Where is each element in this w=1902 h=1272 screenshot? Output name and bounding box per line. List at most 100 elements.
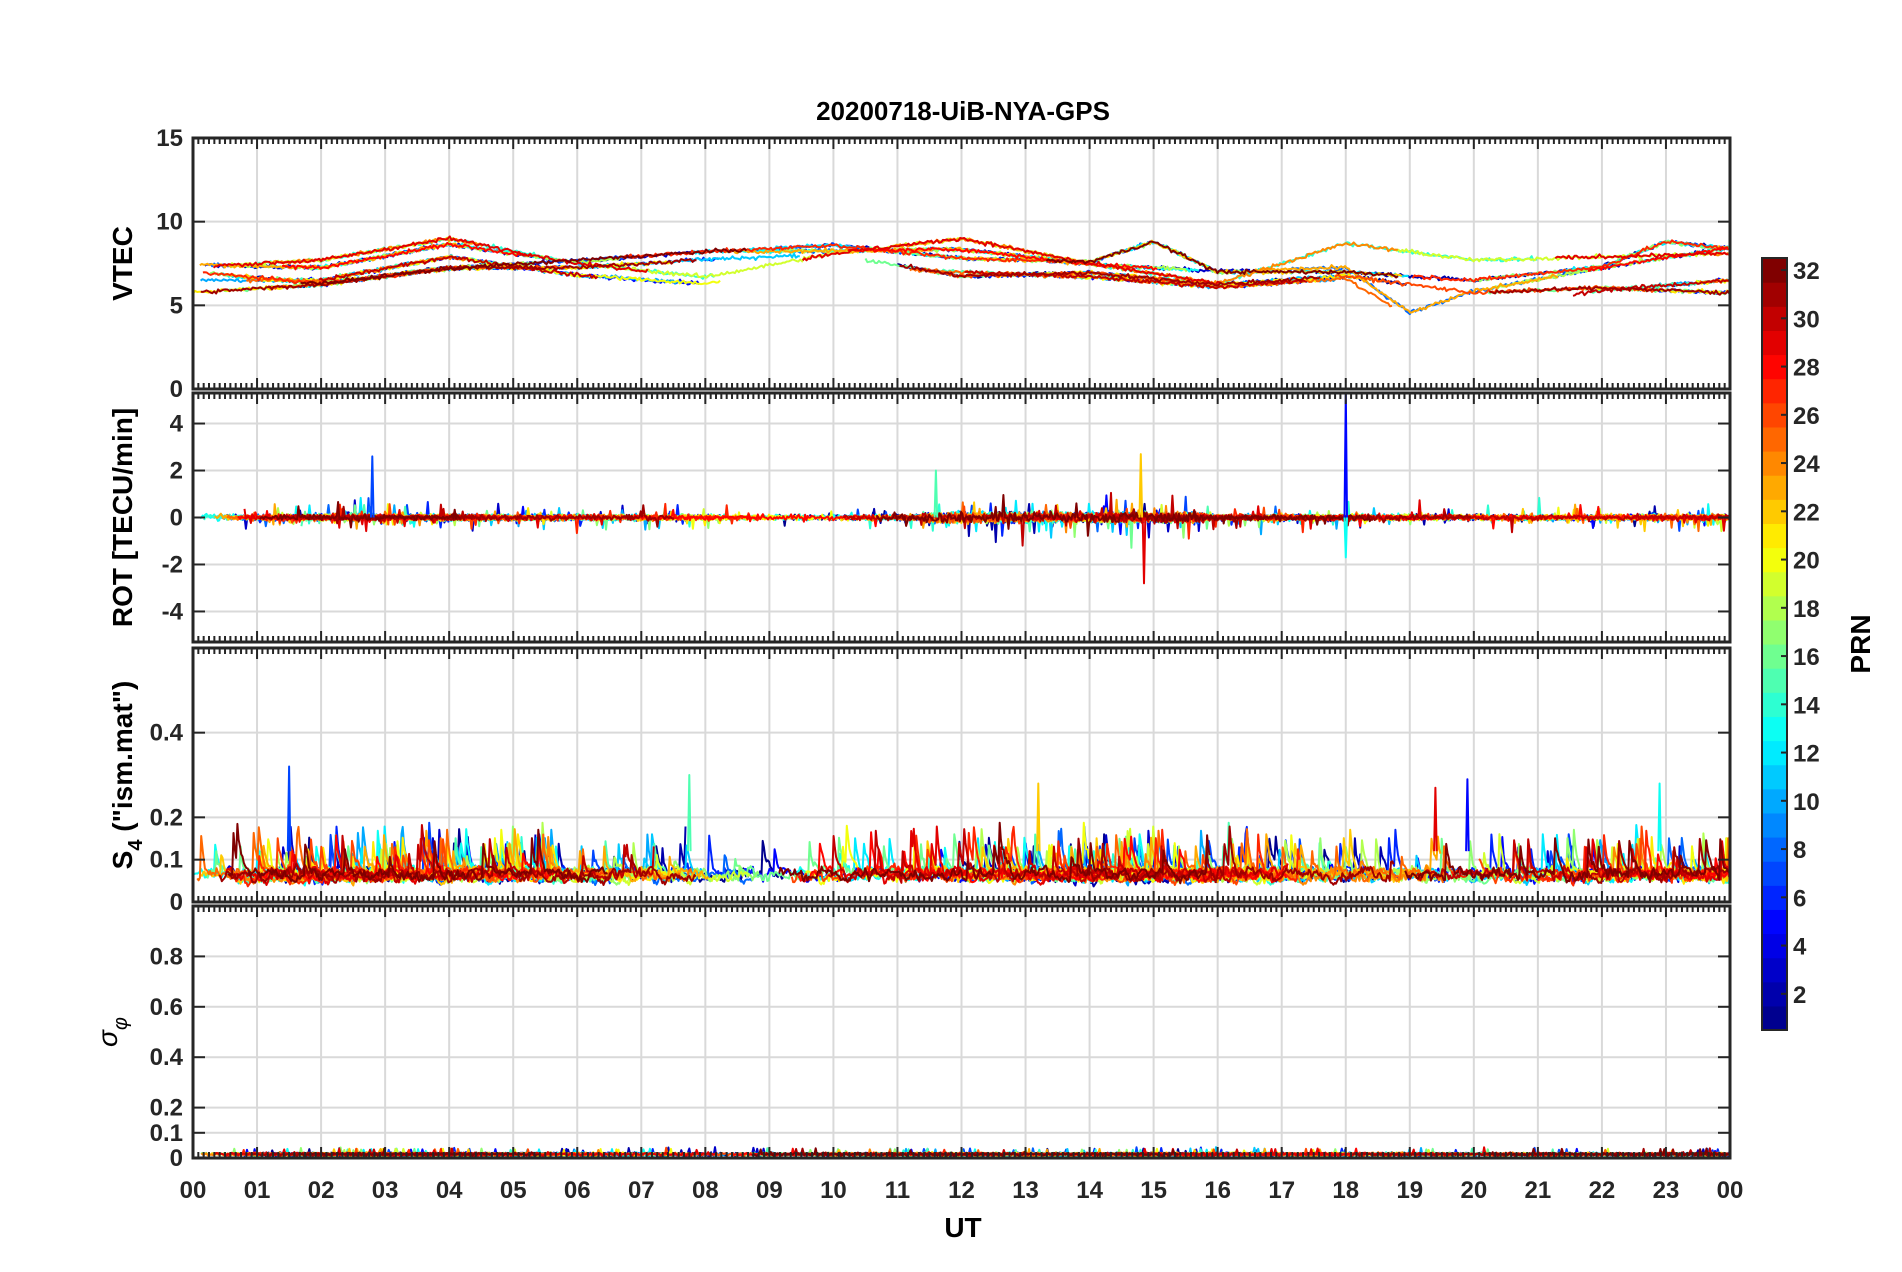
series-line xyxy=(629,508,879,528)
series-line xyxy=(259,501,461,529)
colorbar-frame xyxy=(1761,257,1788,1031)
colorbar-segment xyxy=(1762,475,1787,500)
colorbar-segment xyxy=(1762,812,1787,838)
colorbar-segment xyxy=(1762,1005,1787,1031)
y-tick-label: -4 xyxy=(162,598,184,625)
y-tick-label: 15 xyxy=(156,125,183,152)
x-tick-label: 00 xyxy=(1717,1177,1744,1204)
colorbar-segment xyxy=(1762,426,1787,452)
x-ticks xyxy=(192,906,1731,1158)
x-tick-label: 12 xyxy=(948,1177,975,1204)
colorbar-segment xyxy=(1762,668,1787,693)
x-tick-label: 19 xyxy=(1396,1177,1423,1204)
colorbar-segment xyxy=(1762,861,1787,886)
series-line xyxy=(778,821,1211,885)
x-tick-label: 17 xyxy=(1268,1177,1295,1204)
chart-title: 20200718-UiB-NYA-GPS xyxy=(816,96,1110,126)
x-tick-label: 10 xyxy=(820,1177,847,1204)
y-tick-label: -2 xyxy=(162,551,183,578)
colorbar-tick-label: 18 xyxy=(1793,596,1820,623)
series-line xyxy=(801,236,1222,286)
x-tick-label: 16 xyxy=(1204,1177,1231,1204)
y-tick-label: 0 xyxy=(170,505,183,532)
x-tick-label: 08 xyxy=(692,1177,719,1204)
colorbar-tick-label: 8 xyxy=(1793,837,1806,864)
series-line xyxy=(1411,239,1730,283)
series-line xyxy=(1404,837,1730,884)
colorbar-tick-label: 14 xyxy=(1793,692,1820,719)
x-tick-label: 03 xyxy=(372,1177,399,1204)
x-ticks xyxy=(192,393,1731,642)
series-line xyxy=(1554,251,1729,260)
colorbar-segment xyxy=(1762,571,1787,597)
y-ticks: -4 -2 0 2 4 xyxy=(162,411,1730,625)
series-line xyxy=(1440,508,1730,534)
y-tick-label: 2 xyxy=(170,458,183,485)
x-tick-label: 23 xyxy=(1653,1177,1680,1204)
spike-mark xyxy=(1343,517,1348,559)
series-line xyxy=(899,263,1321,287)
colorbar-segment xyxy=(1762,282,1787,307)
x-tick-label: 13 xyxy=(1012,1177,1039,1204)
y-tick-label: 0.1 xyxy=(150,1120,183,1147)
spike-mark xyxy=(933,469,939,518)
series-line xyxy=(1489,285,1730,296)
spike-mark xyxy=(1138,453,1144,518)
x-tick-label: 14 xyxy=(1076,1177,1103,1204)
y-tick-label: 0 xyxy=(170,376,183,403)
y-tick-label: 0 xyxy=(170,1145,183,1172)
series-line xyxy=(218,854,697,886)
y-ticks: 0 5 10 15 xyxy=(156,125,1730,403)
spike-mark xyxy=(1141,517,1147,585)
colorbar-tick-label: 6 xyxy=(1793,885,1806,912)
y-label-main: S xyxy=(107,851,138,870)
series-line xyxy=(1045,240,1399,279)
series-group xyxy=(193,235,1730,316)
y-tick-label: 0.6 xyxy=(150,994,183,1021)
series-line xyxy=(200,258,697,295)
colorbar-tick-label: 22 xyxy=(1793,499,1820,526)
series-line xyxy=(300,247,748,287)
colorbar-label: PRN xyxy=(1845,614,1876,673)
y-axis-label: VTEC xyxy=(107,226,138,301)
colorbar-tick-label: 28 xyxy=(1793,355,1820,382)
panel-1: 0 5 10 15 VTEC xyxy=(107,125,1732,403)
colorbar-segment xyxy=(1762,378,1787,404)
y-label-sub: φ xyxy=(110,1017,132,1030)
y-tick-label: 5 xyxy=(170,292,183,319)
colorbar-segment xyxy=(1762,523,1787,549)
colorbar-segment xyxy=(1762,619,1787,645)
y-tick-label: 0 xyxy=(170,889,183,916)
colorbar-segment xyxy=(1762,909,1787,935)
colorbar-tick-label: 10 xyxy=(1793,789,1820,816)
x-tick-label: 09 xyxy=(756,1177,783,1204)
colorbar-tick-label: 30 xyxy=(1793,306,1820,333)
y-tick-label: 0.8 xyxy=(150,943,183,970)
x-axis-label: UT xyxy=(944,1212,981,1243)
y-tick-label: 0.2 xyxy=(150,1095,183,1122)
y-ticks: 00.10.2 0.4 0.6 0.8 xyxy=(150,943,1730,1172)
grid xyxy=(192,906,1731,1159)
colorbar-tick-label: 26 xyxy=(1793,403,1820,430)
series-line xyxy=(875,494,1372,537)
series-line xyxy=(1254,264,1559,314)
x-tick-label: 11 xyxy=(885,1177,910,1204)
x-tick-label: 02 xyxy=(308,1177,335,1204)
series-line xyxy=(318,255,599,282)
y-label-sub: 4 xyxy=(125,839,147,851)
x-ticks xyxy=(192,648,1731,902)
x-tick-label: 01 xyxy=(244,1177,271,1204)
colorbar-tick-label: 2 xyxy=(1793,982,1806,1009)
y-tick-label: 10 xyxy=(156,209,183,236)
y-axis-label: ROT [TECU/min] xyxy=(107,408,138,627)
panel-3: 00.10.20.4S4 ("ism.mat") xyxy=(107,646,1732,916)
spike-mark xyxy=(1433,786,1438,852)
colorbar-tick-label: 24 xyxy=(1793,451,1820,478)
spike-mark xyxy=(1657,782,1662,852)
x-tick-label: 18 xyxy=(1332,1177,1359,1204)
colorbar-tick-label: 20 xyxy=(1793,548,1820,575)
colorbar-segment xyxy=(1762,764,1787,790)
